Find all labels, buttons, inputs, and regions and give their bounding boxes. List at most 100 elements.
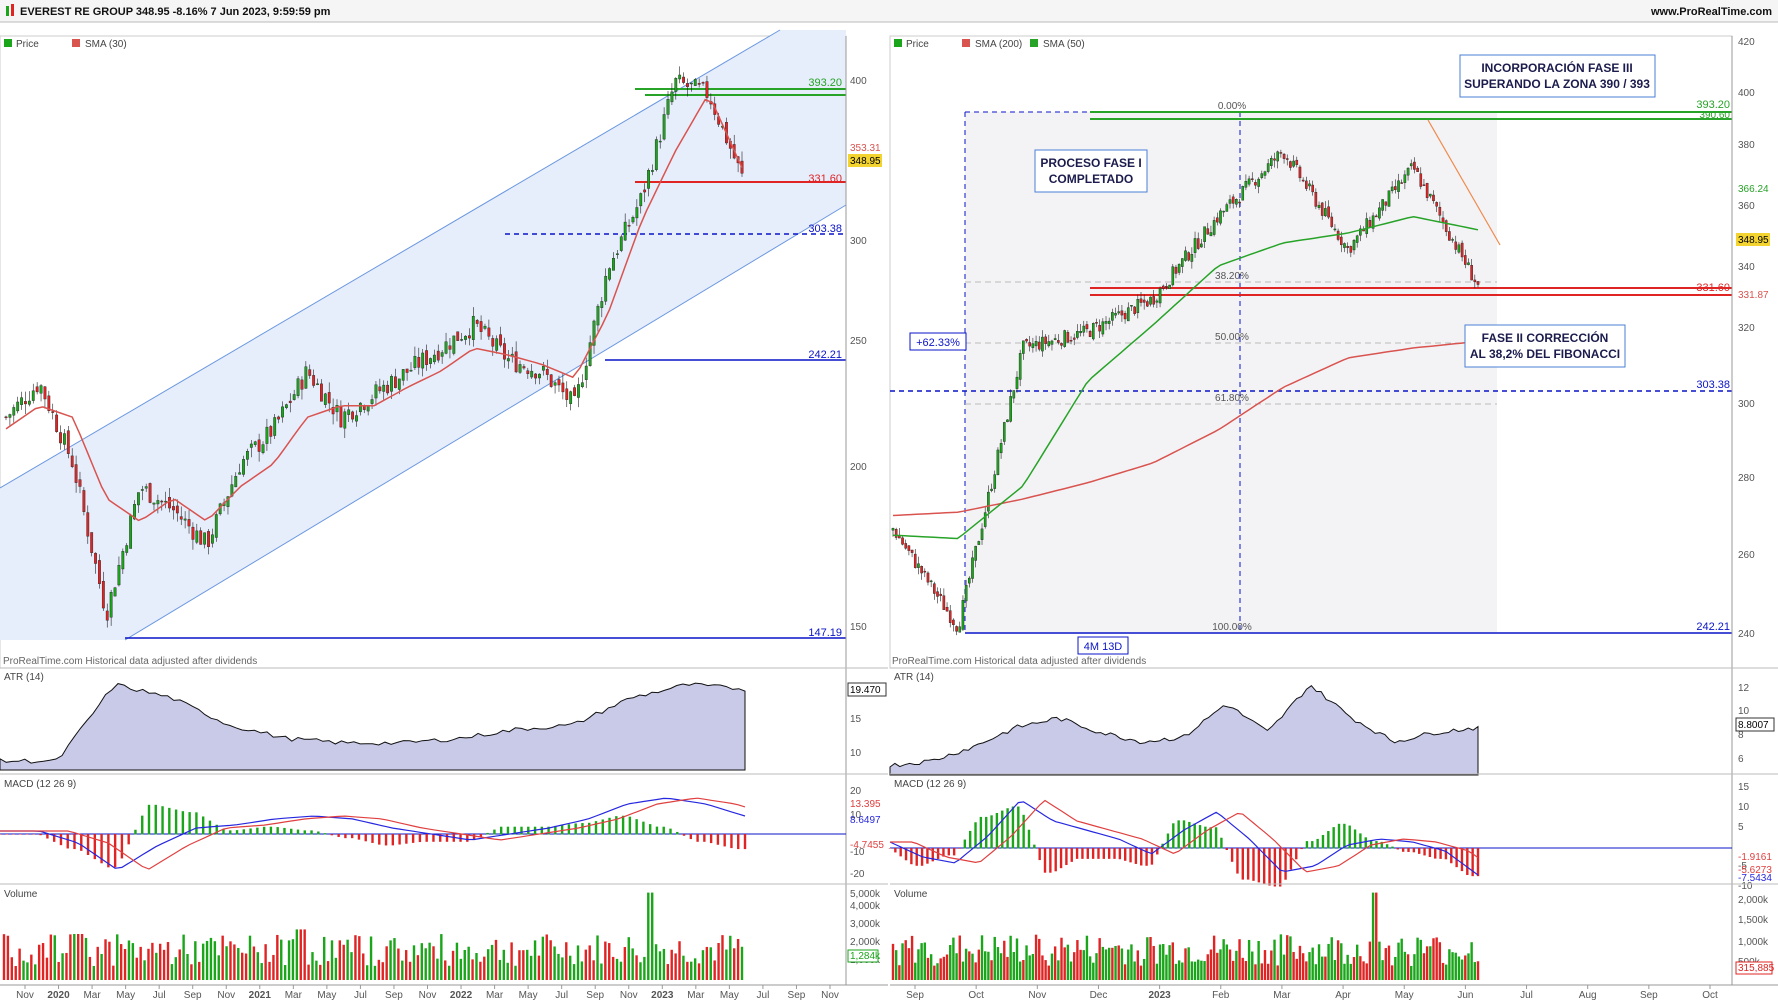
candle-body: [1235, 199, 1238, 205]
candle-body: [939, 593, 942, 596]
candle-body: [261, 444, 265, 453]
candle-body: [980, 528, 984, 540]
volume-bar: [904, 940, 907, 980]
volume-bar: [397, 948, 400, 980]
candle-body: [1200, 243, 1203, 248]
candle-body: [1136, 299, 1140, 314]
candle-body: [362, 405, 366, 410]
volume-bar: [1222, 939, 1225, 980]
volume-bar: [1390, 965, 1394, 980]
candle-body: [996, 449, 1000, 476]
candle-body: [961, 600, 965, 630]
svg-text:COMPLETADO: COMPLETADO: [1049, 172, 1133, 186]
candle-body: [1429, 193, 1432, 197]
time-tick: Mar: [83, 990, 101, 1000]
candle-body: [977, 541, 981, 545]
macd-bar: [615, 816, 618, 835]
left-volume-panel[interactable]: Volume 5,000k 4,000k 3,000k 2,000k 1,000…: [0, 883, 888, 980]
volume-bar: [936, 963, 939, 980]
candle-body: [273, 417, 277, 436]
candle-body: [1057, 340, 1060, 343]
candle-body: [561, 382, 565, 393]
volume-bar: [385, 946, 388, 980]
volume-bar: [584, 949, 588, 980]
volume-bar: [1165, 954, 1168, 980]
candle-body: [1400, 182, 1403, 184]
candle-body: [955, 626, 958, 632]
left-atr-panel[interactable]: ATR (14) 15 10 19.470: [0, 667, 888, 771]
right-atr-panel[interactable]: ATR (14) 12 10 8 6 8.8007: [889, 667, 1778, 776]
candle-body: [1031, 343, 1035, 348]
candle-body: [109, 592, 113, 618]
right-volume-panel[interactable]: Volume 2,000k 1,500k 1,000k 500k 315,885: [890, 883, 1778, 980]
volume-bar: [440, 934, 443, 980]
candle-body: [580, 382, 584, 388]
volume-bar: [1419, 939, 1422, 980]
volume-bar: [529, 955, 533, 980]
left-macd-panel[interactable]: MACD (12 26 9) 20 10 -10 -20 13.395 8.64…: [0, 773, 888, 880]
candle-body: [440, 352, 444, 357]
candle-body: [238, 472, 242, 475]
volume-bar: [6, 935, 10, 980]
volume-bar: [1063, 947, 1066, 980]
volume-bar: [1133, 961, 1136, 980]
left-chart-panel[interactable]: 393.20 331.60 303.38 242.21 147.19 Price…: [0, 29, 847, 669]
right-chart-panel[interactable]: 0.00% 38.20% 50.00% 61.80% 100.00% 393.2…: [889, 35, 1733, 669]
volume-bar: [467, 946, 470, 980]
volume-bar: [1457, 956, 1461, 980]
candle-body: [920, 566, 923, 574]
volume-bar: [1162, 944, 1165, 980]
macd-bar: [418, 834, 422, 843]
svg-text:348.95: 348.95: [1738, 235, 1769, 246]
svg-text:420: 420: [1738, 37, 1755, 48]
candle-body: [1359, 228, 1362, 236]
fibonacci-zone: [965, 112, 1497, 632]
svg-text:Volume: Volume: [894, 889, 928, 900]
candle-body: [1222, 210, 1225, 213]
candle-body: [456, 331, 460, 341]
volume-bar: [650, 892, 654, 980]
macd-bar: [486, 832, 489, 835]
volume-bar: [1359, 956, 1362, 980]
measure-span-box: [1077, 636, 1129, 655]
macd-bar: [229, 830, 232, 835]
macd-bar: [1081, 848, 1084, 859]
candle-body: [390, 376, 393, 392]
left-candles: [4, 66, 744, 628]
macd-bar: [1017, 806, 1020, 849]
svg-text:SMA (30): SMA (30): [85, 39, 127, 50]
candle-body: [910, 549, 914, 553]
volume-bar: [416, 955, 420, 980]
macd-bar: [1145, 848, 1148, 866]
volume-bar: [526, 949, 529, 980]
right-macd-panel[interactable]: MACD (12 26 9) 15 10 5 -5 -10 -1.9161 -5…: [888, 773, 1778, 892]
candle-body: [1282, 153, 1286, 159]
volume-bar: [580, 961, 584, 980]
svg-text:400: 400: [850, 76, 867, 87]
volume-bar: [627, 937, 630, 980]
svg-text:SMA (200): SMA (200): [975, 39, 1022, 50]
candle-body: [933, 583, 936, 594]
macd-bar: [985, 816, 988, 849]
macd-bar: [100, 834, 103, 864]
candle-body: [234, 476, 238, 488]
left-watermark: ProRealTime.com Historical data adjusted…: [3, 656, 257, 667]
volume-bar: [1467, 953, 1470, 980]
candle-body: [137, 492, 140, 506]
right-legend: Price SMA (200) SMA (50): [894, 39, 1085, 50]
candle-body: [549, 374, 553, 387]
candle-body: [1476, 281, 1480, 285]
candle-body: [129, 515, 133, 549]
volume-bar: [701, 950, 705, 980]
candle-body: [160, 500, 164, 503]
svg-text:10: 10: [1738, 802, 1750, 813]
volume-bar: [1311, 947, 1314, 980]
candle-body: [913, 553, 917, 568]
svg-text:4,000k: 4,000k: [850, 901, 881, 912]
volume-bar: [1241, 957, 1244, 980]
candle-body: [553, 382, 557, 386]
candle-body: [631, 217, 635, 223]
candle-body: [1053, 338, 1057, 340]
macd-bar: [894, 848, 897, 853]
volume-bar: [518, 950, 521, 980]
